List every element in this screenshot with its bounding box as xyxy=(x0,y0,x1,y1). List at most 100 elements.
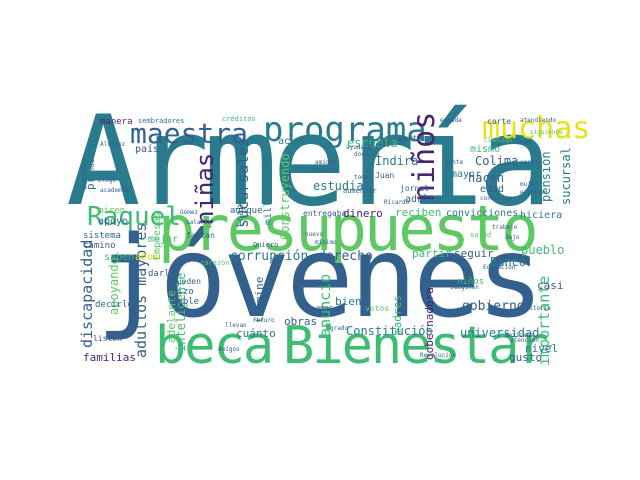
word-obras: obras xyxy=(284,315,318,328)
word-alvarez: Álvarez xyxy=(100,141,126,148)
word-constitucion: Constitución xyxy=(346,324,433,338)
word-presupuesto: presupuesto xyxy=(158,192,539,265)
word-doctora: doctora xyxy=(354,151,380,158)
word-tomen: tomen xyxy=(354,174,373,181)
word-manera: manera xyxy=(100,117,133,127)
word-jornal: jornal xyxy=(400,184,429,193)
word-grado: grado xyxy=(330,325,349,332)
word-mejor: mejor xyxy=(148,234,179,245)
word-funcion: función xyxy=(312,167,338,174)
word-partir: partir xyxy=(412,247,452,260)
word-doble: doble xyxy=(172,297,200,307)
word-miren: miren xyxy=(98,206,126,216)
word-ejemplo: ejemplo xyxy=(520,189,546,196)
word-escuela: escuela xyxy=(347,136,398,150)
word-gente: gente xyxy=(445,159,464,166)
word-siguiente: siguiente xyxy=(530,129,563,136)
word-muchas: muchas xyxy=(482,111,591,146)
word-mexicana: Mexicana xyxy=(505,332,534,339)
word-salario: salario xyxy=(186,219,212,226)
word-ciencias: Ciencias xyxy=(484,137,513,144)
word-anos: años xyxy=(135,252,160,263)
word-casi: casi xyxy=(537,279,564,292)
word-derecho: derecho xyxy=(318,249,373,264)
word-jovenes: jóvenes xyxy=(96,213,544,343)
word-mismo: mismo xyxy=(470,144,501,155)
word-beca: beca xyxy=(155,316,274,376)
word-indira: Indira xyxy=(375,154,419,168)
word-estudian: estudian xyxy=(313,179,371,193)
word-minimo: mínimo xyxy=(315,239,337,246)
word-flores: Flores xyxy=(510,139,532,146)
word-saben: saben xyxy=(104,252,135,263)
word-maestra: maestra xyxy=(130,117,249,150)
word-amigos2: Amigos xyxy=(218,346,240,353)
word-universidad: universidad xyxy=(460,326,540,340)
word-gomez: Gómez xyxy=(180,209,199,216)
word-darles: darles xyxy=(148,269,181,279)
word-ninos2: niños xyxy=(457,277,485,287)
word-quiero: Quiero xyxy=(253,241,279,249)
word-cuanto: cuánto xyxy=(236,327,276,340)
word-faltan: faltan xyxy=(186,231,215,240)
word-juan: Juan xyxy=(375,171,395,180)
word-votos: votos xyxy=(365,304,390,313)
word-mayor-vertical: mayor xyxy=(451,169,482,180)
word-atencion: atención xyxy=(510,337,539,344)
word-banco: Banco xyxy=(490,255,527,269)
word-bien: bien xyxy=(335,295,362,308)
word-programa: programa xyxy=(263,110,427,150)
word-gobierno: gobierno xyxy=(462,299,525,314)
word-aumentar: aumentar xyxy=(343,187,377,195)
word-hizo: hizo xyxy=(172,287,194,297)
word-raquel: Raquel xyxy=(87,202,181,232)
word-familias: familias xyxy=(83,351,136,364)
word-sucursal-vertical: sucursal xyxy=(559,147,573,205)
word-educacion: Educación xyxy=(483,264,516,271)
word-gusto: gusto xyxy=(509,351,543,364)
word-deje: dejo xyxy=(505,234,520,241)
word-hiciera: hiciera xyxy=(520,210,563,221)
word-historia: Historia xyxy=(522,305,551,312)
word-partes: partes xyxy=(398,134,427,143)
word-trabajan-vertical: trabajan xyxy=(235,179,246,228)
word-edad: edad xyxy=(480,184,505,195)
word-bienestar: Bienestar xyxy=(283,316,549,376)
word-entregaba: entregaba xyxy=(303,209,347,218)
word-repito: repito xyxy=(372,141,394,148)
word-aunque: aunque xyxy=(230,206,263,216)
word-espada: espada xyxy=(440,117,462,124)
word-pueden: pueden xyxy=(172,277,201,286)
word-apoyo: apoyo xyxy=(98,216,129,227)
word-conductas: conductas xyxy=(480,195,513,202)
word-imaginen: imaginen xyxy=(450,284,479,291)
word-corte: corte xyxy=(487,117,512,126)
word-academia: academia xyxy=(100,187,129,194)
word-corazon: corazón xyxy=(200,259,230,267)
word-hacen: hacen xyxy=(468,171,505,185)
word-nivel: nivel xyxy=(525,342,559,355)
word-liston: listón xyxy=(93,334,122,343)
word-pablo: Pablo xyxy=(315,279,340,288)
word-sistema: sistema xyxy=(83,231,121,241)
word-convicciones: convicciones xyxy=(446,208,519,219)
word-decirles: decirles xyxy=(95,300,139,310)
word-creditos: créditos xyxy=(222,115,256,123)
word-trabajo: trabajo xyxy=(492,224,518,231)
word-revolucion: Revolución xyxy=(420,352,457,359)
word-amigos: amigos xyxy=(315,159,337,166)
word-llevan: llevan xyxy=(225,322,247,329)
word-nuevo: nuevo xyxy=(305,231,324,238)
word-elige: Elige xyxy=(98,177,117,184)
word-corrupcion: corrupción xyxy=(230,249,309,264)
word-adulto: adulto xyxy=(405,194,442,205)
word-acuerdo: acuerdo xyxy=(278,136,321,147)
word-colima: Colima xyxy=(475,154,519,168)
word-sembradores: sembradores xyxy=(138,117,185,125)
word-amor: amor xyxy=(316,304,333,312)
word-ayudando: ayudando xyxy=(346,144,375,151)
word-armeria: Armería xyxy=(66,90,553,234)
word-pais: país xyxy=(135,144,160,155)
word-futuro: Futuro xyxy=(253,317,275,324)
